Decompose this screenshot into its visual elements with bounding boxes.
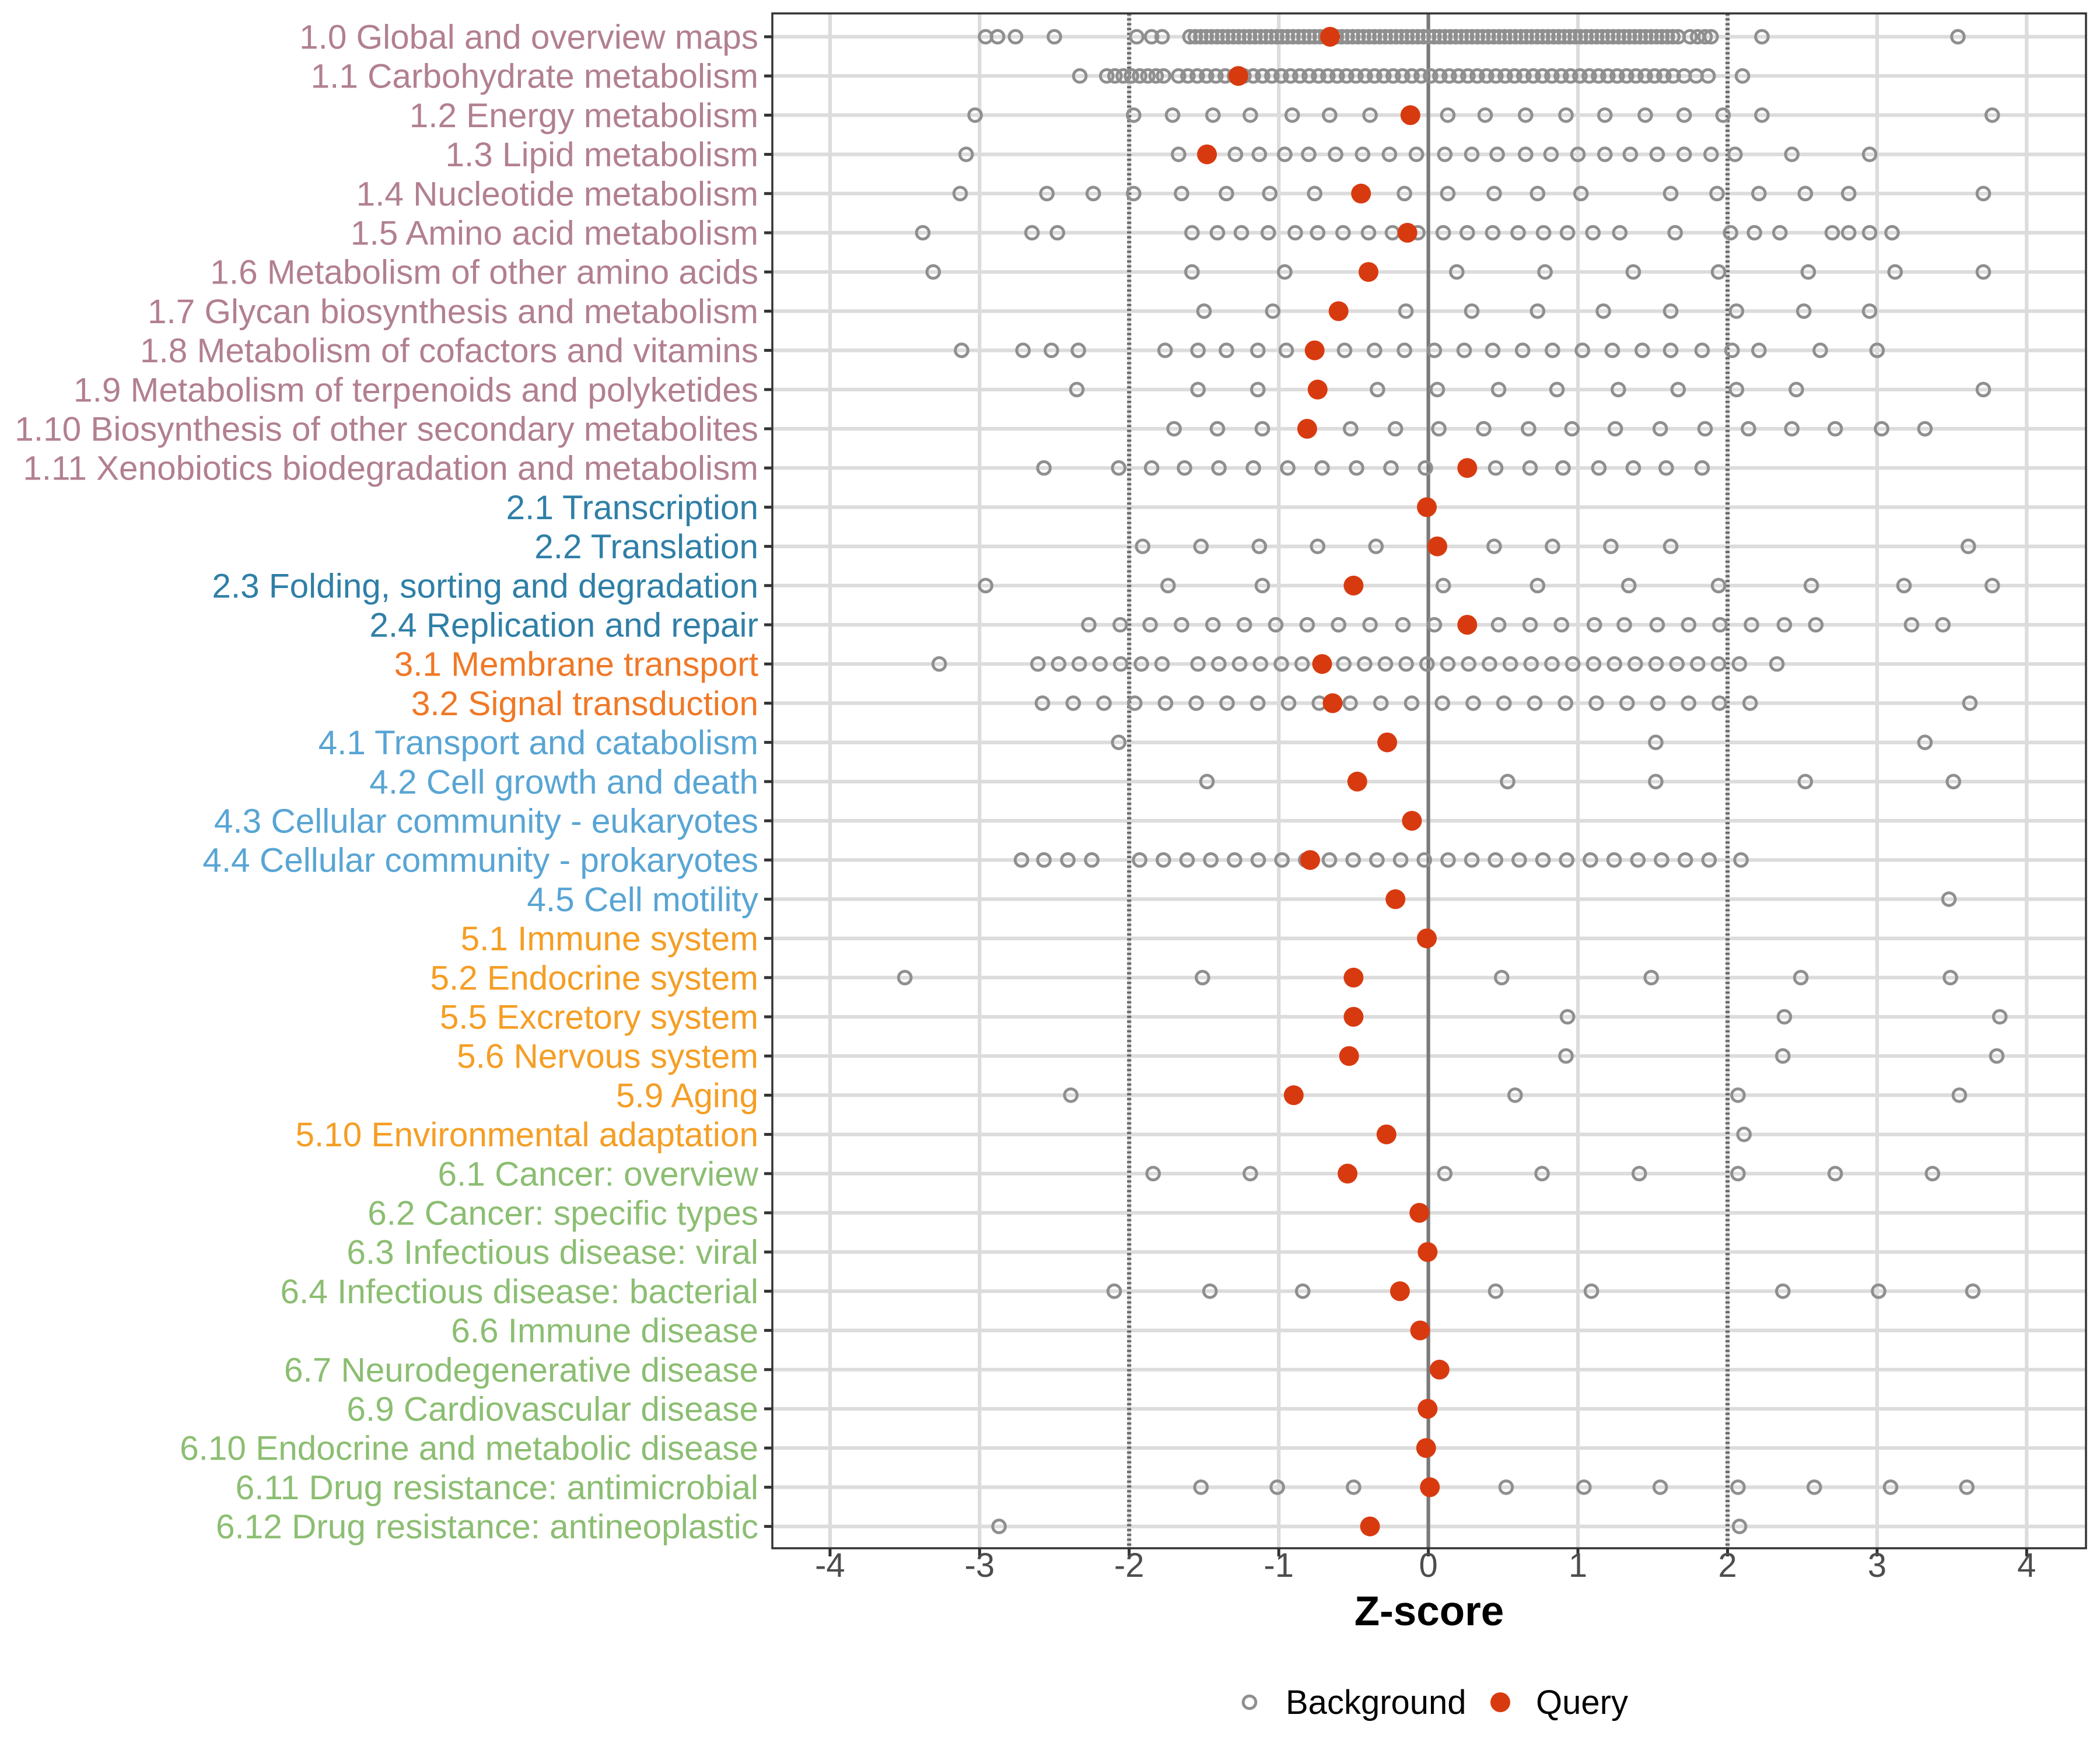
svg-text:6.9 Cardiovascular disease: 6.9 Cardiovascular disease: [346, 1391, 758, 1429]
svg-text:5.1 Immune system: 5.1 Immune system: [461, 920, 758, 958]
svg-text:Z-score: Z-score: [1354, 1588, 1504, 1635]
svg-text:4.5 Cell motility: 4.5 Cell motility: [527, 881, 758, 919]
svg-text:6.10 Endocrine and metabolic d: 6.10 Endocrine and metabolic disease: [180, 1430, 758, 1468]
svg-text:-3: -3: [965, 1546, 995, 1584]
svg-text:1: 1: [1569, 1546, 1587, 1584]
svg-text:5.5 Excretory system: 5.5 Excretory system: [440, 999, 758, 1037]
svg-text:6.12 Drug resistance: antineop: 6.12 Drug resistance: antineoplastic: [216, 1508, 758, 1546]
svg-text:5.6 Nervous system: 5.6 Nervous system: [457, 1038, 758, 1076]
svg-text:2.1 Transcription: 2.1 Transcription: [506, 489, 758, 527]
svg-text:1.0 Global and overview maps: 1.0 Global and overview maps: [299, 19, 758, 57]
svg-text:6.2 Cancer: specific types: 6.2 Cancer: specific types: [368, 1195, 758, 1233]
svg-text:6.3 Infectious disease: viral: 6.3 Infectious disease: viral: [346, 1234, 758, 1272]
svg-text:1.2 Energy metabolism: 1.2 Energy metabolism: [410, 97, 758, 135]
svg-text:5.10 Environmental adaptation: 5.10 Environmental adaptation: [295, 1116, 758, 1154]
svg-text:4.1 Transport and catabolism: 4.1 Transport and catabolism: [318, 724, 758, 762]
svg-text:4.3 Cellular community - eukar: 4.3 Cellular community - eukaryotes: [214, 803, 758, 841]
svg-text:6.4 Infectious disease: bacter: 6.4 Infectious disease: bacterial: [281, 1273, 759, 1311]
svg-text:6.11 Drug resistance: antimicr: 6.11 Drug resistance: antimicrobial: [236, 1469, 758, 1507]
svg-text:6.6 Immune disease: 6.6 Immune disease: [451, 1312, 758, 1350]
svg-text:3.2 Signal transduction: 3.2 Signal transduction: [411, 685, 758, 723]
svg-text:-1: -1: [1264, 1546, 1294, 1584]
svg-text:4: 4: [2017, 1546, 2036, 1584]
svg-text:4.2 Cell growth and death: 4.2 Cell growth and death: [369, 763, 758, 801]
svg-text:1.11 Xenobiotics biodegradatio: 1.11 Xenobiotics biodegradation and meta…: [23, 450, 758, 488]
svg-text:3.1 Membrane transport: 3.1 Membrane transport: [394, 646, 758, 684]
svg-text:-2: -2: [1114, 1546, 1144, 1584]
svg-text:1.10 Biosynthesis of other sec: 1.10 Biosynthesis of other secondary met…: [15, 411, 758, 449]
svg-text:6.1 Cancer: overview: 6.1 Cancer: overview: [438, 1155, 759, 1193]
svg-text:1.1 Carbohydrate metabolism: 1.1 Carbohydrate metabolism: [311, 58, 758, 96]
svg-text:1.6 Metabolism of other amino: 1.6 Metabolism of other amino acids: [210, 254, 758, 292]
svg-text:0: 0: [1419, 1546, 1437, 1584]
svg-text:3: 3: [1868, 1546, 1887, 1584]
svg-text:1.8 Metabolism of cofactors an: 1.8 Metabolism of cofactors and vitamins: [140, 332, 758, 370]
svg-text:6.7 Neurodegenerative disease: 6.7 Neurodegenerative disease: [284, 1351, 758, 1389]
svg-text:1.4 Nucleotide metabolism: 1.4 Nucleotide metabolism: [356, 175, 758, 213]
svg-text:5.2 Endocrine system: 5.2 Endocrine system: [430, 959, 758, 997]
svg-text:Query: Query: [1536, 1684, 1628, 1721]
svg-text:1.7 Glycan biosynthesis and me: 1.7 Glycan biosynthesis and metabolism: [148, 293, 758, 331]
svg-text:2.3 Folding, sorting and degra: 2.3 Folding, sorting and degradation: [212, 567, 758, 605]
svg-text:4.4 Cellular community - proka: 4.4 Cellular community - prokaryotes: [202, 842, 758, 880]
svg-text:Background: Background: [1286, 1684, 1466, 1721]
svg-text:1.5 Amino acid metabolism: 1.5 Amino acid metabolism: [351, 215, 758, 253]
svg-text:2.2 Translation: 2.2 Translation: [534, 528, 758, 566]
svg-text:-4: -4: [815, 1546, 845, 1584]
svg-text:1.9 Metabolism of terpenoids a: 1.9 Metabolism of terpenoids and polyket…: [74, 371, 758, 409]
svg-text:5.9 Aging: 5.9 Aging: [616, 1077, 758, 1115]
svg-text:2.4 Replication and repair: 2.4 Replication and repair: [369, 607, 758, 645]
svg-text:1.3 Lipid metabolism: 1.3 Lipid metabolism: [445, 136, 758, 174]
svg-text:2: 2: [1718, 1546, 1737, 1584]
